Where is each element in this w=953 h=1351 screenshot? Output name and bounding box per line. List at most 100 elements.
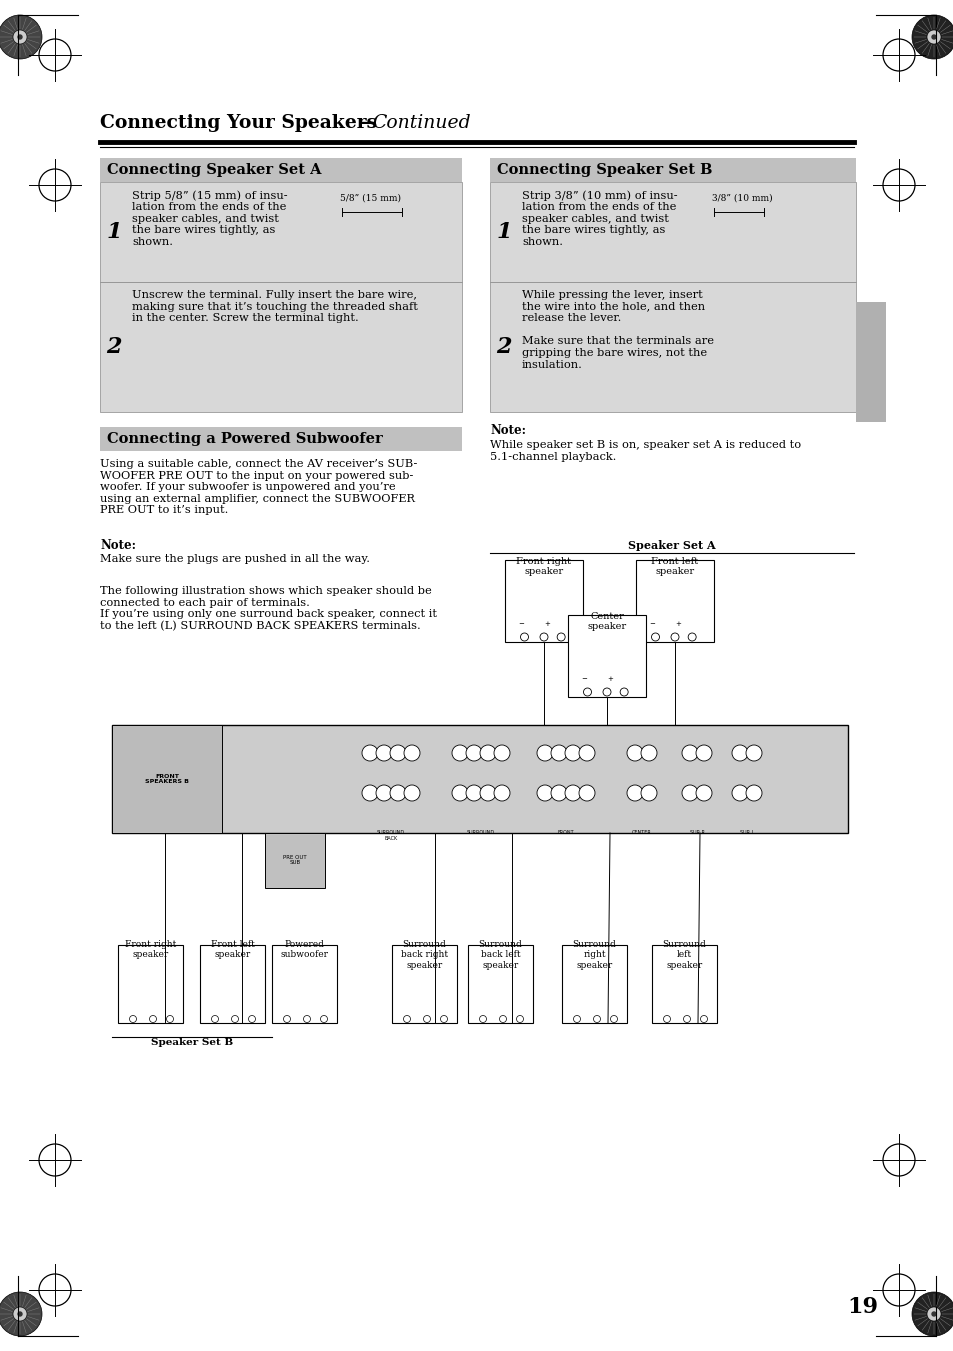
Text: SURROUND: SURROUND [466, 830, 495, 835]
Bar [490, 158, 855, 182]
Circle shape [440, 1016, 447, 1023]
Circle shape [0, 15, 42, 59]
Circle shape [390, 744, 406, 761]
Circle shape [403, 785, 419, 801]
Bar [272, 944, 336, 1023]
Text: FRONT
SPEAKERS B: FRONT SPEAKERS B [145, 774, 189, 785]
Circle shape [516, 1016, 523, 1023]
Circle shape [931, 1312, 935, 1316]
Circle shape [681, 785, 698, 801]
Text: −: − [581, 676, 587, 682]
Circle shape [452, 744, 468, 761]
Circle shape [0, 1292, 42, 1336]
Circle shape [539, 634, 547, 640]
Circle shape [13, 1306, 27, 1321]
Text: SUR R: SUR R [689, 830, 703, 835]
Circle shape [479, 744, 496, 761]
Text: —: — [357, 113, 376, 132]
Circle shape [602, 688, 610, 696]
Circle shape [670, 634, 679, 640]
Circle shape [745, 744, 761, 761]
Circle shape [578, 785, 595, 801]
Text: PRE OUT
SUB: PRE OUT SUB [283, 855, 307, 866]
Bar [490, 282, 855, 412]
Bar [112, 725, 847, 834]
Text: CENTER: CENTER [632, 830, 651, 835]
Circle shape [423, 1016, 430, 1023]
Text: SUR L: SUR L [740, 830, 753, 835]
Text: Connecting Your Speakers: Connecting Your Speakers [100, 113, 376, 132]
Circle shape [283, 1016, 291, 1023]
Text: Speaker Set B: Speaker Set B [151, 1038, 233, 1047]
Bar [855, 303, 885, 422]
Text: Connecting a Powered Subwoofer: Connecting a Powered Subwoofer [107, 432, 382, 446]
Circle shape [911, 15, 953, 59]
Circle shape [361, 744, 377, 761]
Text: Note:: Note: [490, 424, 525, 436]
Circle shape [593, 1016, 599, 1023]
Circle shape [578, 744, 595, 761]
Text: Front right
speaker: Front right speaker [516, 557, 571, 577]
Text: Connecting Speaker Set B: Connecting Speaker Set B [497, 163, 712, 177]
Circle shape [551, 744, 566, 761]
Text: 3/8” (10 mm): 3/8” (10 mm) [711, 195, 772, 203]
Circle shape [626, 785, 642, 801]
Circle shape [687, 634, 696, 640]
Text: Surround
left
speaker: Surround left speaker [662, 940, 705, 970]
Bar [100, 282, 461, 412]
Circle shape [640, 744, 657, 761]
Circle shape [564, 785, 580, 801]
Text: Note:: Note: [100, 539, 136, 553]
Circle shape [320, 1016, 327, 1023]
Circle shape [640, 785, 657, 801]
Text: Surround
back right
speaker: Surround back right speaker [400, 940, 448, 970]
Text: Surround
back left
speaker: Surround back left speaker [478, 940, 522, 970]
Text: Front left
speaker: Front left speaker [211, 940, 254, 959]
Bar [100, 158, 461, 182]
Circle shape [745, 785, 761, 801]
Bar [118, 944, 183, 1023]
Circle shape [212, 1016, 218, 1023]
Circle shape [494, 785, 510, 801]
Bar [651, 944, 717, 1023]
Bar [561, 944, 626, 1023]
Text: 1: 1 [496, 222, 511, 243]
Text: SURROUND
BACK: SURROUND BACK [376, 830, 405, 840]
Circle shape [465, 785, 481, 801]
Circle shape [537, 744, 553, 761]
Circle shape [662, 1016, 670, 1023]
Circle shape [499, 1016, 506, 1023]
Text: Center
speaker: Center speaker [587, 612, 626, 631]
Circle shape [537, 785, 553, 801]
Text: Make sure the plugs are pushed in all the way.: Make sure the plugs are pushed in all th… [100, 554, 370, 563]
Circle shape [18, 1312, 22, 1316]
Bar [392, 944, 456, 1023]
Circle shape [479, 1016, 486, 1023]
Text: Front left
speaker: Front left speaker [651, 557, 698, 577]
Text: 19: 19 [846, 1296, 877, 1319]
Circle shape [465, 744, 481, 761]
Circle shape [130, 1016, 136, 1023]
Circle shape [361, 785, 377, 801]
Text: Strip 3/8” (10 mm) of insu-
lation from the ends of the
speaker cables, and twis: Strip 3/8” (10 mm) of insu- lation from … [521, 190, 677, 247]
Bar [200, 944, 265, 1023]
Circle shape [610, 1016, 617, 1023]
Text: While speaker set B is on, speaker set A is reduced to
5.1-channel playback.: While speaker set B is on, speaker set A… [490, 440, 801, 462]
Circle shape [696, 744, 711, 761]
Circle shape [520, 634, 528, 640]
Text: Continued: Continued [372, 113, 470, 132]
Bar [490, 182, 855, 282]
Circle shape [390, 785, 406, 801]
Bar [468, 944, 533, 1023]
Bar [567, 615, 645, 697]
Text: Using a suitable cable, connect the AV receiver’s SUB-
WOOFER PRE OUT to the inp: Using a suitable cable, connect the AV r… [100, 459, 417, 515]
Text: The following illustration shows which speaker should be
connected to each pair : The following illustration shows which s… [100, 586, 436, 631]
Circle shape [167, 1016, 173, 1023]
Text: 2: 2 [496, 336, 511, 358]
Circle shape [551, 785, 566, 801]
Circle shape [403, 1016, 410, 1023]
Circle shape [619, 688, 627, 696]
Bar [636, 561, 713, 642]
Bar [504, 561, 582, 642]
Circle shape [682, 1016, 690, 1023]
